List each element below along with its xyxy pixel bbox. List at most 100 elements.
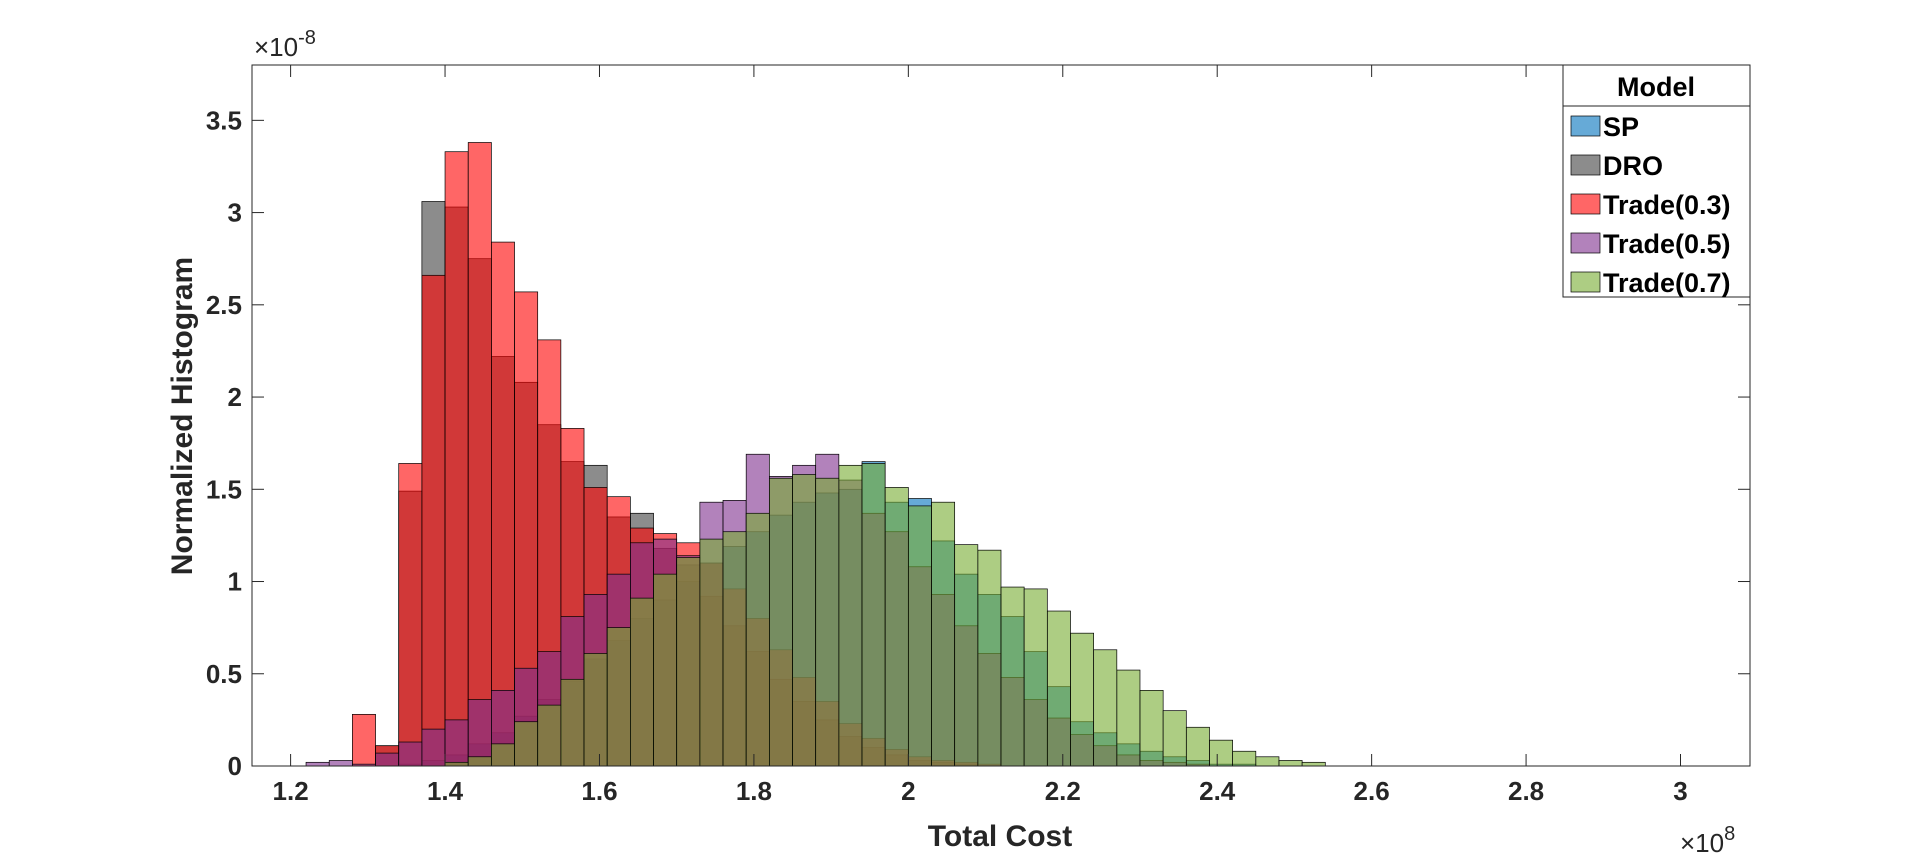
bar-trade-0-7	[1209, 739, 1233, 767]
bar-trade-0-7	[745, 512, 770, 767]
x-tick-label: 1.8	[736, 776, 772, 806]
legend-swatch	[1570, 193, 1601, 215]
bar-trade-0-3	[467, 142, 492, 767]
bar-trade-0-7	[1070, 632, 1094, 767]
bar-trade-0-5	[444, 719, 469, 767]
axes-box	[251, 64, 1751, 767]
bar-trade-0-7	[537, 704, 562, 767]
y-tick-label: 1	[228, 567, 242, 597]
bar-trade-0-7	[722, 531, 747, 767]
bar-trade-0-3	[444, 151, 469, 767]
bar-trade-0-7	[931, 501, 956, 767]
x-axis-label: Total Cost	[928, 820, 1072, 853]
legend-label: Trade(0.3)	[1603, 190, 1731, 220]
bar-trade-0-7	[699, 538, 724, 767]
bar-trade-0-7	[954, 544, 979, 767]
bar-trade-0-7	[467, 756, 492, 767]
x-exponent-label: ×108	[1680, 823, 1735, 856]
bar-trade-0-7	[1185, 726, 1210, 767]
y-exponent-power: -8	[298, 27, 316, 49]
bar-trade-0-7	[653, 573, 678, 767]
legend: Model SP DRO Trade(0.3) Trade(0.5) Trade(0.7…	[1562, 64, 1751, 298]
legend-swatch	[1570, 154, 1601, 176]
legend-items: SP DRO Trade(0.3) Trade(0.5) Trade(0.7)	[1570, 112, 1731, 298]
legend-item-dro: DRO	[1570, 151, 1663, 181]
legend-box	[1562, 64, 1751, 298]
bar-trade-0-5	[305, 761, 330, 767]
x-tick-label: 2.8	[1508, 776, 1544, 806]
bar-trade-0-7	[606, 627, 631, 767]
x-exponent-power: 8	[1724, 823, 1735, 845]
bar-trade-0-7	[1093, 649, 1118, 767]
ticks-layer: 1.2 1.4 1.6 1.8 2 2.2 2.4 2.6 2.8 3 0 0.5 1 1.5 2 2.5 3 3…	[206, 65, 1750, 806]
bar-trade-0-7	[444, 761, 469, 767]
x-tick-label: 1.2	[273, 776, 309, 806]
y-axis-label: Normalized Histogram	[166, 257, 199, 575]
bar-trade-0-7	[1232, 750, 1257, 767]
legend-item-sp: SP	[1570, 112, 1639, 142]
legend-label: DRO	[1603, 151, 1663, 181]
bar-trade-0-7	[907, 505, 932, 767]
axes-layer	[251, 64, 1751, 767]
bars-layer	[305, 142, 1326, 767]
bar-trade-0-7	[491, 743, 515, 767]
bar-trade-0-7	[583, 653, 608, 767]
bar-trade-0-7	[630, 597, 654, 767]
bar-trade-0-7	[1139, 690, 1164, 767]
legend-swatch	[1570, 232, 1601, 254]
y-tick-label: 1.5	[206, 474, 242, 504]
bar-trade-0-7	[1301, 761, 1326, 767]
bar-trade-0-7	[1046, 610, 1071, 767]
y-tick-label: 2	[228, 382, 242, 412]
x-tick-label: 1.4	[427, 776, 464, 806]
legend-item-trade-0-5: Trade(0.5)	[1570, 229, 1731, 259]
y-tick-label: 2.5	[206, 290, 242, 320]
bar-trade-0-7	[1023, 588, 1048, 767]
bar-trade-0-5	[467, 699, 492, 767]
bar-trade-0-7	[977, 549, 1002, 767]
bar-trade-0-3	[491, 241, 515, 767]
bar-trade-0-3	[398, 463, 423, 767]
x-tick-label: 2	[901, 776, 915, 806]
x-tick-label: 1.6	[581, 776, 617, 806]
x-tick-label: 2.2	[1045, 776, 1081, 806]
legend-item-trade-0-3: Trade(0.3)	[1570, 190, 1731, 220]
x-tick-label: 3	[1673, 776, 1687, 806]
bar-trade-0-7	[676, 557, 701, 767]
series-trade-0-7	[444, 463, 1326, 767]
legend-swatch	[1570, 115, 1601, 137]
legend-item-trade-0-7: Trade(0.7)	[1570, 268, 1731, 298]
y-exponent-label: ×10-8	[254, 27, 316, 62]
bar-trade-0-7	[838, 464, 863, 767]
bar-trade-0-3	[352, 713, 376, 767]
x-exponent-base: ×10	[1680, 828, 1724, 856]
x-tick-label: 2.6	[1354, 776, 1390, 806]
bar-trade-0-5	[398, 741, 423, 767]
legend-label: Trade(0.5)	[1603, 229, 1731, 259]
x-tick-label: 2.4	[1199, 776, 1236, 806]
bar-trade-0-7	[1000, 586, 1025, 767]
bar-trade-0-5	[328, 760, 353, 767]
bar-trade-0-7	[1162, 710, 1187, 767]
legend-label: Trade(0.7)	[1603, 268, 1731, 298]
legend-swatch	[1570, 271, 1601, 293]
bar-trade-0-7	[1116, 669, 1141, 767]
y-tick-label: 3	[228, 198, 242, 228]
y-tick-label: 3.5	[206, 105, 242, 135]
y-exponent-base: ×10	[254, 32, 298, 62]
bar-trade-0-7	[1278, 760, 1303, 767]
bar-trade-0-7	[514, 721, 539, 767]
legend-label: SP	[1603, 112, 1639, 142]
bar-trade-0-5	[421, 728, 446, 767]
bar-trade-0-5	[375, 752, 400, 767]
bar-trade-0-7	[792, 474, 817, 767]
bar-trade-0-7	[1255, 756, 1280, 767]
bar-trade-0-7	[861, 463, 886, 767]
y-tick-label: 0	[228, 751, 242, 781]
y-tick-label: 0.5	[206, 659, 242, 689]
bar-trade-0-7	[884, 487, 909, 767]
bar-trade-0-7	[768, 477, 793, 767]
bar-trade-0-7	[815, 477, 840, 767]
bar-trade-0-3	[421, 274, 446, 767]
